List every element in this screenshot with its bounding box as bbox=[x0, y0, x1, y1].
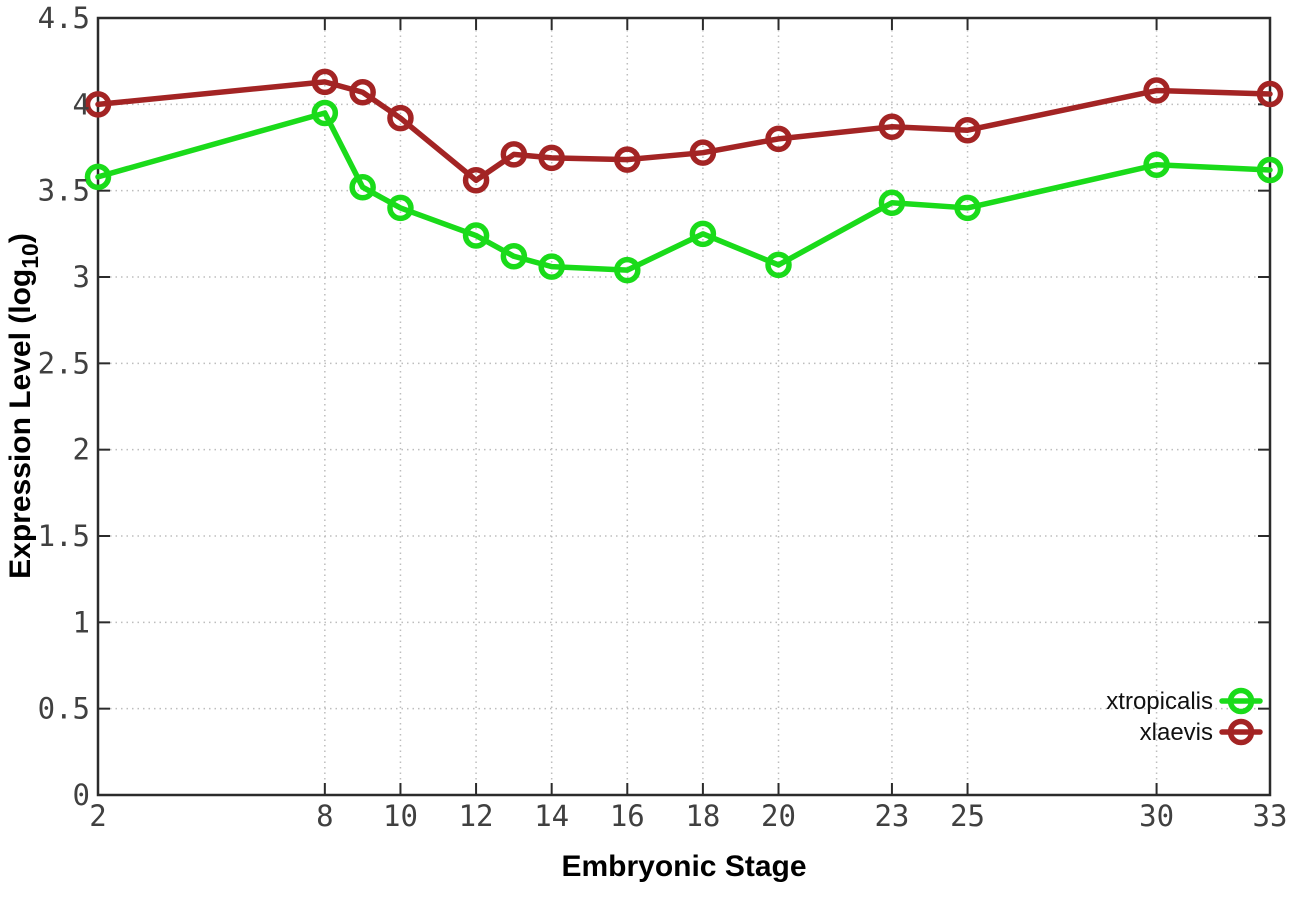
y-tick-label: 0.5 bbox=[38, 692, 90, 726]
data-point-marker-xtropicalis bbox=[1143, 151, 1170, 179]
data-point-marker-xlaevis bbox=[765, 125, 792, 153]
data-point-marker-xlaevis bbox=[387, 104, 414, 132]
legend-sample-marker-xlaevis bbox=[1227, 718, 1255, 746]
data-point-marker-xtropicalis bbox=[84, 163, 112, 191]
y-tick-label: 3 bbox=[73, 260, 90, 294]
y-axis-title-main: Expression Level (log bbox=[4, 269, 37, 579]
data-point-marker-xlaevis bbox=[878, 113, 906, 141]
y-tick-label: 0 bbox=[73, 778, 90, 812]
data-point-marker-xtropicalis bbox=[614, 256, 641, 284]
tick-layer bbox=[97, 17, 1271, 796]
legend-label-xtropicalis: xtropicalis bbox=[1106, 688, 1213, 715]
data-point-marker-xtropicalis bbox=[500, 243, 528, 270]
x-tick-label: 12 bbox=[459, 799, 494, 833]
y-tick-label: 4 bbox=[73, 87, 90, 121]
x-tick-label: 16 bbox=[610, 799, 645, 833]
y-axis-title-close: ) bbox=[4, 233, 37, 243]
legend-samples bbox=[1219, 687, 1263, 746]
y-tick-label: 2.5 bbox=[38, 346, 90, 380]
data-point-marker-xtropicalis bbox=[954, 194, 981, 222]
x-tick-label: 14 bbox=[534, 799, 569, 833]
legend-sample-marker-xtropicalis bbox=[1227, 687, 1255, 715]
data-point-marker-xtropicalis bbox=[1256, 156, 1284, 184]
y-tick-label: 4.5 bbox=[38, 1, 90, 35]
data-point-marker-xtropicalis bbox=[311, 99, 339, 127]
data-point-marker-xlaevis bbox=[614, 146, 641, 173]
data-point-marker-xtropicalis bbox=[765, 251, 792, 279]
data-point-marker-xtropicalis bbox=[349, 173, 376, 201]
data-point-marker-xlaevis bbox=[349, 78, 376, 106]
x-tick-label: 10 bbox=[383, 799, 418, 833]
series-line-xlaevis bbox=[95, 79, 1273, 184]
tick-label-layer: 0 0.5 1 1.5 2 2.5 3 3.5 4 4.5 2 8 10 12 14 16 18 20 23 25 30… bbox=[38, 1, 1288, 833]
plot-border bbox=[96, 16, 1272, 797]
data-point-marker-xlaevis bbox=[311, 68, 339, 96]
data-point-marker-xtropicalis bbox=[878, 189, 906, 217]
x-axis-title: Embryonic Stage bbox=[561, 850, 806, 883]
data-point-marker-xlaevis bbox=[1256, 80, 1284, 108]
series-line-xtropicalis bbox=[95, 110, 1273, 273]
y-tick-label: 3.5 bbox=[38, 174, 90, 208]
x-tick-label: 2 bbox=[89, 799, 106, 833]
y-tick-label: 1.5 bbox=[38, 519, 90, 553]
data-point-marker-xlaevis bbox=[1143, 77, 1170, 104]
data-point-marker-xlaevis bbox=[954, 116, 981, 144]
data-point-marker-xtropicalis bbox=[689, 220, 717, 248]
data-point-marker-xlaevis bbox=[462, 167, 490, 194]
y-tick-label: 2 bbox=[73, 433, 90, 467]
data-point-marker-xlaevis bbox=[689, 139, 717, 166]
x-tick-label: 8 bbox=[316, 799, 333, 833]
x-tick-label: 20 bbox=[761, 799, 796, 833]
data-point-marker-xlaevis bbox=[500, 141, 528, 168]
x-tick-label: 25 bbox=[950, 799, 985, 833]
data-point-marker-xlaevis bbox=[84, 91, 112, 118]
legend-label-xlaevis: xlaevis bbox=[1140, 719, 1213, 746]
data-point-marker-xlaevis bbox=[538, 144, 565, 172]
x-tick-label: 33 bbox=[1253, 799, 1288, 833]
y-tick-label: 1 bbox=[73, 605, 90, 639]
data-point-marker-xtropicalis bbox=[462, 222, 490, 249]
plot-border-rect bbox=[96, 16, 1272, 797]
legend: xtropicalis xlaevis bbox=[1106, 687, 1263, 746]
series-layer bbox=[84, 68, 1284, 284]
x-tick-label: 18 bbox=[685, 799, 720, 833]
data-point-marker-xtropicalis bbox=[387, 194, 414, 222]
data-point-marker-xtropicalis bbox=[538, 253, 565, 280]
x-tick-label: 30 bbox=[1139, 799, 1174, 833]
grid-layer bbox=[99, 19, 1269, 794]
y-axis-title: Expression Level (log10) bbox=[4, 233, 43, 579]
x-tick-label: 23 bbox=[874, 799, 909, 833]
y-axis-title-subscript: 10 bbox=[17, 243, 43, 269]
